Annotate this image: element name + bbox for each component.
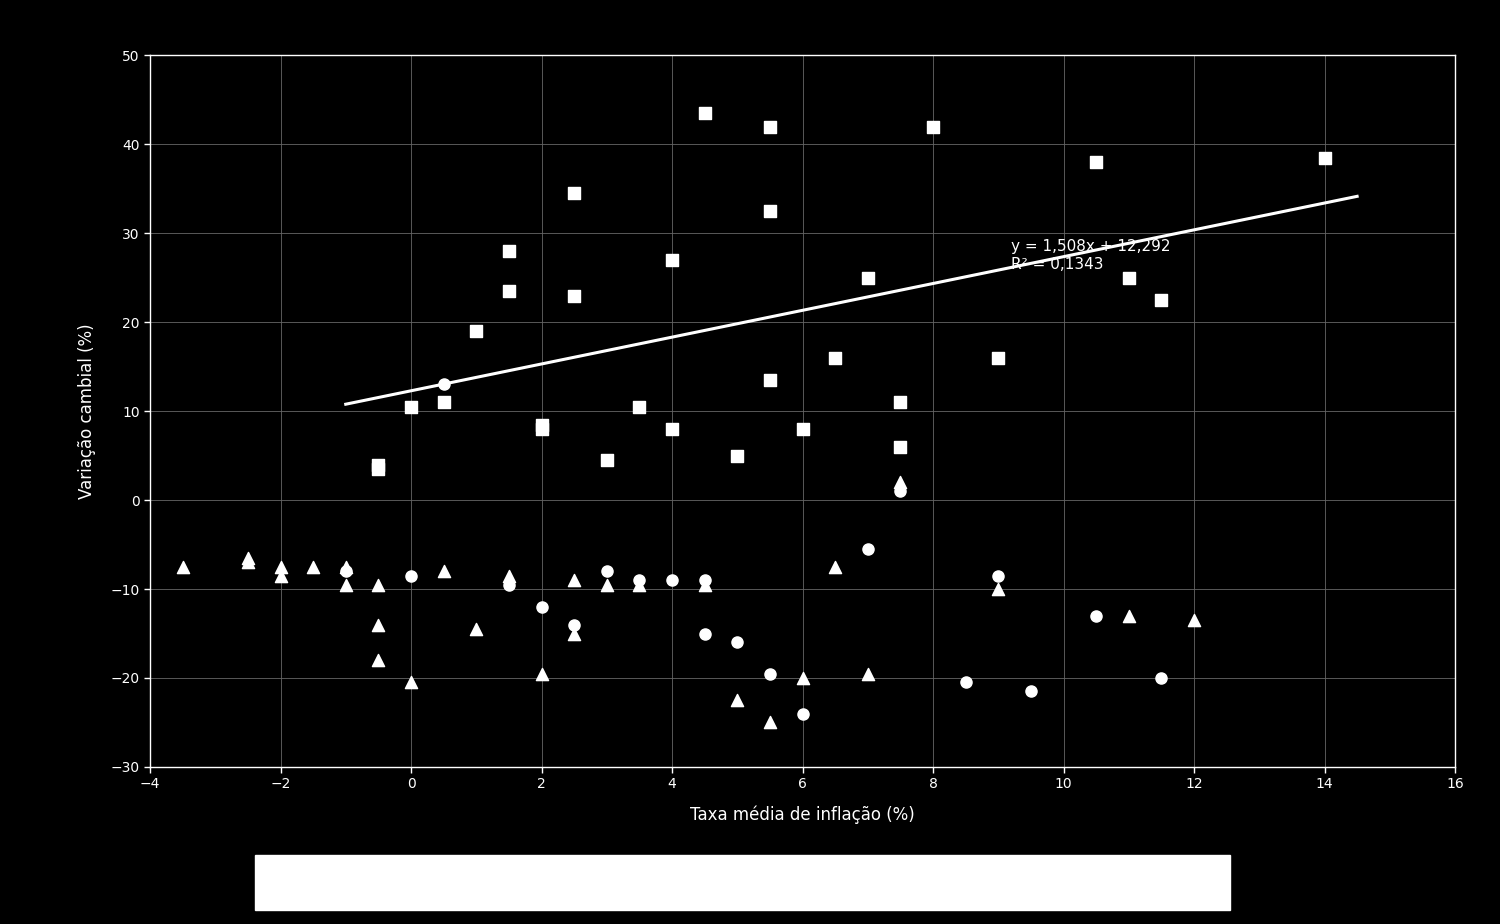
Série3 — [366, 652, 390, 667]
Série1 — [562, 288, 586, 303]
Série3 — [496, 568, 520, 583]
Série1 — [496, 244, 520, 259]
Série1 — [530, 421, 554, 436]
Série2 — [758, 666, 782, 681]
Série2 — [496, 578, 520, 592]
Série2 — [1149, 671, 1173, 686]
Série1 — [1084, 154, 1108, 170]
Série1 — [627, 399, 651, 414]
Série1 — [496, 284, 520, 298]
Série2 — [594, 564, 618, 578]
Série1 — [987, 350, 1011, 365]
Série3 — [790, 671, 814, 686]
Série1 — [432, 395, 456, 409]
Série1 — [660, 252, 684, 267]
Série2 — [1019, 684, 1042, 699]
Série3 — [562, 626, 586, 641]
Série3 — [562, 573, 586, 588]
Série2 — [432, 377, 456, 392]
Série2 — [333, 564, 357, 578]
Série3 — [1116, 608, 1140, 623]
Série1 — [888, 440, 912, 455]
Série2 — [660, 573, 684, 588]
Série3 — [726, 693, 750, 708]
Série1 — [594, 453, 618, 468]
Série2 — [726, 635, 750, 650]
Série1 — [758, 203, 782, 218]
Série2 — [855, 541, 879, 556]
Série2 — [693, 626, 717, 641]
Série3 — [399, 675, 423, 690]
Série2 — [562, 617, 586, 632]
Série1 — [790, 421, 814, 436]
Série2 — [627, 573, 651, 588]
Série3 — [824, 559, 848, 574]
Série3 — [1182, 613, 1206, 627]
Série3 — [366, 578, 390, 592]
Série3 — [333, 578, 357, 592]
Série2 — [987, 568, 1011, 583]
Série3 — [236, 555, 260, 570]
Série3 — [268, 568, 292, 583]
Série1 — [693, 106, 717, 121]
Série1 — [758, 119, 782, 134]
Série2 — [954, 675, 978, 690]
Série2 — [530, 600, 554, 614]
Série2 — [693, 573, 717, 588]
Série3 — [302, 559, 326, 574]
Série2 — [888, 484, 912, 499]
Série3 — [465, 622, 489, 637]
Série3 — [693, 578, 717, 592]
Série1 — [758, 372, 782, 387]
Série1 — [399, 399, 423, 414]
Série3 — [236, 551, 260, 565]
Série3 — [855, 666, 879, 681]
Série3 — [366, 617, 390, 632]
Série1 — [1149, 293, 1173, 308]
Série3 — [594, 578, 618, 592]
Série3 — [627, 578, 651, 592]
Série2 — [790, 706, 814, 721]
Série2 — [1084, 608, 1108, 623]
Série3 — [888, 475, 912, 490]
Série3 — [987, 582, 1011, 597]
Y-axis label: Variação cambial (%): Variação cambial (%) — [78, 323, 96, 499]
Série1 — [530, 417, 554, 432]
Série1 — [824, 350, 848, 365]
Série1 — [660, 421, 684, 436]
Série1 — [1116, 271, 1140, 286]
Série3 — [268, 559, 292, 574]
Série3 — [432, 564, 456, 578]
Série1 — [366, 457, 390, 472]
Série1 — [562, 186, 586, 201]
Série1 — [888, 395, 912, 409]
Série3 — [171, 559, 195, 574]
Série3 — [530, 666, 554, 681]
Série1 — [1312, 151, 1336, 165]
Série1 — [366, 462, 390, 477]
Text: y = 1,508x + 12,292
R² = 0,1343: y = 1,508x + 12,292 R² = 0,1343 — [1011, 239, 1172, 272]
Série1 — [855, 271, 879, 286]
Série3 — [333, 559, 357, 574]
Série1 — [726, 448, 750, 463]
X-axis label: Taxa média de inflação (%): Taxa média de inflação (%) — [690, 805, 915, 823]
Série1 — [465, 323, 489, 338]
Série3 — [758, 715, 782, 730]
Série1 — [921, 119, 945, 134]
Série2 — [399, 568, 423, 583]
